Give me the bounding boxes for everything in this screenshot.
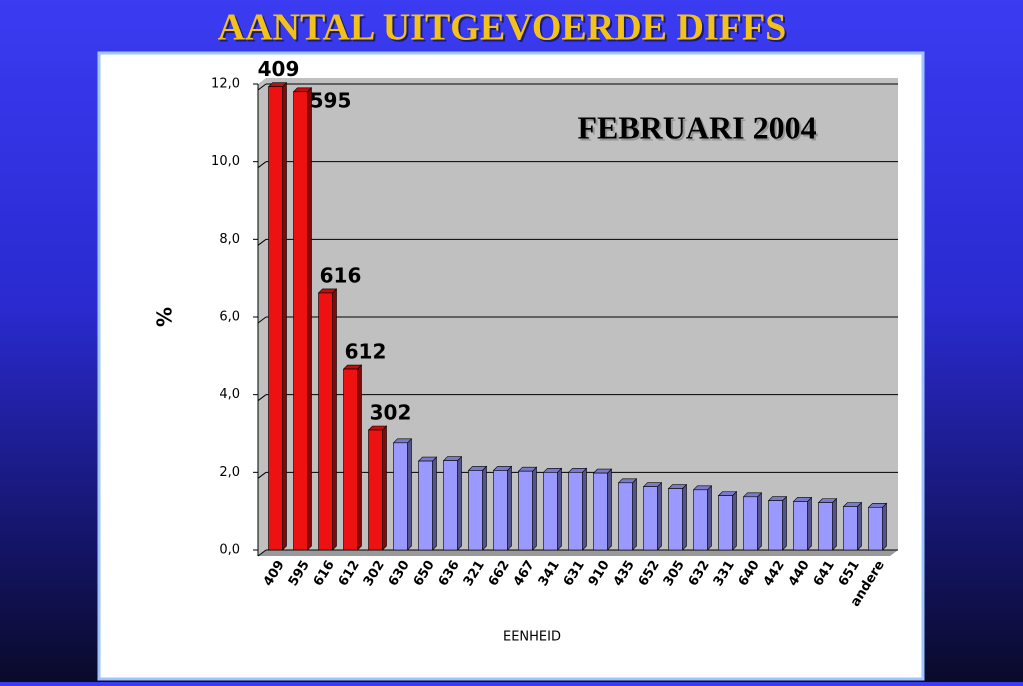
bar-label: 616: [320, 263, 362, 287]
bar-side: [407, 438, 412, 551]
grid-line: [257, 83, 267, 91]
bar-side: [532, 466, 537, 551]
y-axis-label: %: [153, 307, 177, 327]
bar-label: 409: [258, 57, 300, 81]
bar: [868, 506, 883, 551]
bar-side: [332, 288, 337, 551]
y-tick-label: 0,0: [219, 543, 240, 558]
bar: [468, 470, 483, 551]
grid-line: [257, 471, 267, 479]
bar: [393, 442, 408, 551]
bar-side: [657, 481, 662, 551]
bar: [518, 470, 533, 551]
bar-side: [832, 497, 837, 551]
bar: [493, 470, 508, 551]
bar: [318, 292, 333, 551]
bar-side: [307, 87, 312, 551]
bar-label: 612: [345, 340, 387, 364]
y-tick-label: 12,0: [211, 77, 240, 92]
annotation: FEBRUARI 2004: [577, 109, 816, 145]
bar-side: [557, 467, 562, 551]
bar: [368, 429, 383, 551]
bar-side: [707, 485, 712, 551]
y-tick-label: 10,0: [211, 154, 240, 169]
bar-side: [782, 495, 787, 551]
bar-side: [607, 468, 612, 551]
bar-side: [857, 501, 862, 551]
bar: [818, 502, 833, 551]
chart-title-shadow: AANTAL UITGEVOERDE DIFFS: [220, 9, 789, 51]
bar-side: [632, 478, 637, 551]
y-tick-label: 4,0: [219, 387, 240, 402]
bar: [268, 86, 283, 551]
bar: [443, 460, 458, 551]
bar: [543, 472, 558, 551]
grid-line: [257, 238, 267, 246]
bar: [668, 488, 683, 551]
y-tick-label: 2,0: [219, 465, 240, 480]
bar: [843, 506, 858, 551]
plot-floor: [258, 550, 898, 556]
bar-side: [382, 425, 387, 551]
bar: [343, 368, 358, 551]
bar-side: [357, 364, 362, 551]
bar: [743, 496, 758, 551]
bar-label: 595: [310, 88, 352, 112]
bar-side: [482, 465, 487, 551]
bar-label: 302: [370, 401, 412, 425]
y-tick-label: 8,0: [219, 232, 240, 247]
grid-line: [257, 161, 267, 169]
x-axis-label: EENHEID: [503, 630, 561, 645]
grid-line: [257, 316, 267, 324]
bar: [718, 495, 733, 551]
y-tick-label: 6,0: [219, 310, 240, 325]
bar-side: [732, 490, 737, 551]
bar: [793, 501, 808, 551]
bar-side: [757, 492, 762, 551]
bar: [768, 500, 783, 551]
bar-side: [457, 455, 462, 551]
bar-side: [282, 81, 287, 551]
chart-title: AANTAL UITGEVOERDE DIFFS: [218, 7, 787, 49]
bar: [568, 472, 583, 551]
bar-side: [432, 456, 437, 551]
grid-line: [257, 549, 267, 557]
bar-side: [582, 467, 587, 551]
bar: [418, 460, 433, 551]
bar-side: [507, 465, 512, 551]
bar: [693, 489, 708, 551]
bar: [593, 472, 608, 551]
bar: [643, 486, 658, 551]
grid-line: [257, 394, 267, 402]
bar-side: [807, 496, 812, 551]
bar-side: [682, 483, 687, 551]
bar-side: [882, 502, 887, 551]
annotation-shadow: FEBRUARI 2004: [579, 111, 818, 147]
bar: [618, 482, 633, 551]
bar: [293, 91, 308, 551]
